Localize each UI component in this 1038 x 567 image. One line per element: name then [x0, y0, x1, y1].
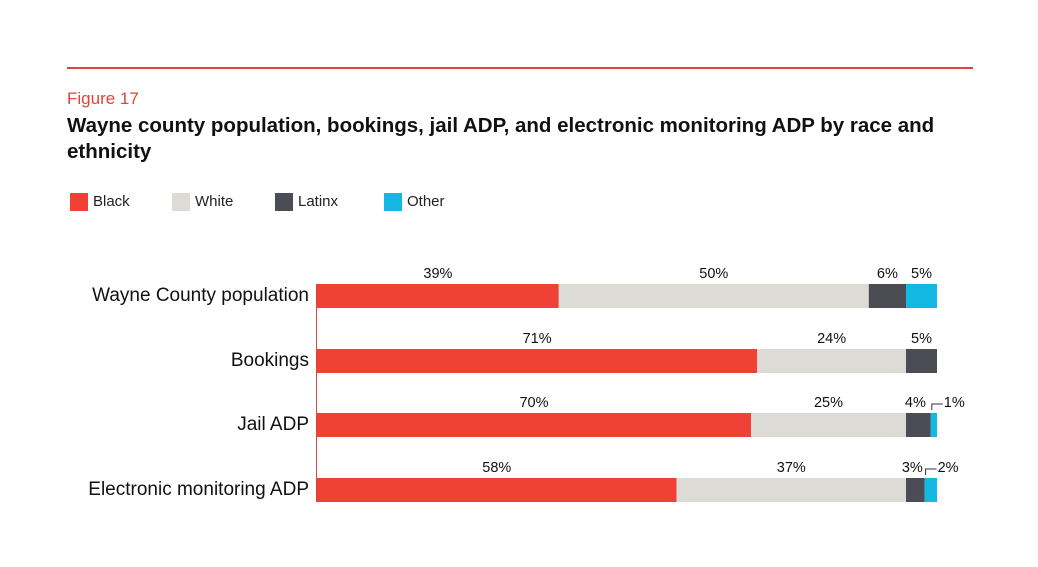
bar-latinx-wayne-county-population	[868, 284, 906, 308]
bar-latinx-electronic-monitoring-adp	[906, 478, 925, 502]
bar-other-wayne-county-population	[906, 284, 937, 308]
legend-label-latinx: Latinx	[298, 193, 339, 210]
leader-line-other-electronic-monitoring-adp	[925, 468, 937, 475]
value-label-black-electronic-monitoring-adp: 58%	[482, 460, 511, 476]
bar-black-wayne-county-population	[317, 284, 559, 308]
bar-white-wayne-county-population	[558, 284, 869, 308]
value-label-other-wayne-county-population: 5%	[911, 266, 932, 282]
legend-label-other: Other	[407, 193, 445, 210]
bar-white-jail-adp	[751, 413, 906, 437]
value-label-black-bookings: 71%	[523, 331, 552, 347]
value-label-latinx-jail-adp: 4%	[905, 395, 926, 411]
value-label-black-jail-adp: 70%	[519, 395, 548, 411]
value-label-latinx-wayne-county-population: 6%	[877, 266, 898, 282]
bar-other-jail-adp	[930, 413, 937, 437]
value-label-black-wayne-county-population: 39%	[423, 266, 452, 282]
figure-label: Figure 17	[67, 89, 139, 108]
category-label-electronic-monitoring-adp: Electronic monitoring ADP	[88, 479, 309, 500]
value-label-white-electronic-monitoring-adp: 37%	[777, 460, 806, 476]
category-label-jail-adp: Jail ADP	[237, 414, 309, 435]
bar-black-bookings	[317, 349, 758, 373]
legend-swatch-white	[172, 193, 190, 211]
value-label-white-wayne-county-population: 50%	[699, 266, 728, 282]
value-label-white-jail-adp: 25%	[814, 395, 843, 411]
value-label-other-jail-adp: 1%	[944, 395, 965, 411]
bar-black-jail-adp	[317, 413, 751, 437]
leader-line-other-jail-adp	[931, 403, 943, 410]
value-label-other-electronic-monitoring-adp: 2%	[938, 460, 959, 476]
legend-swatch-black	[70, 193, 88, 211]
value-label-latinx-bookings: 5%	[911, 331, 932, 347]
category-label-wayne-county-population: Wayne County population	[92, 285, 309, 306]
bar-latinx-jail-adp	[906, 413, 931, 437]
chart-title: Wayne county population, bookings, jail …	[67, 114, 935, 163]
bar-white-bookings	[757, 349, 906, 373]
category-label-bookings: Bookings	[231, 350, 309, 371]
bar-white-electronic-monitoring-adp	[676, 478, 906, 502]
value-label-white-bookings: 24%	[817, 331, 846, 347]
legend-swatch-latinx	[275, 193, 293, 211]
value-label-latinx-electronic-monitoring-adp: 3%	[902, 460, 923, 476]
bar-other-electronic-monitoring-adp	[924, 478, 937, 502]
legend-swatch-other	[384, 193, 402, 211]
bar-latinx-bookings	[906, 349, 937, 373]
legend-label-white: White	[195, 193, 234, 210]
legend-label-black: Black	[93, 193, 130, 210]
top-rule	[67, 67, 973, 69]
bar-black-electronic-monitoring-adp	[317, 478, 677, 502]
